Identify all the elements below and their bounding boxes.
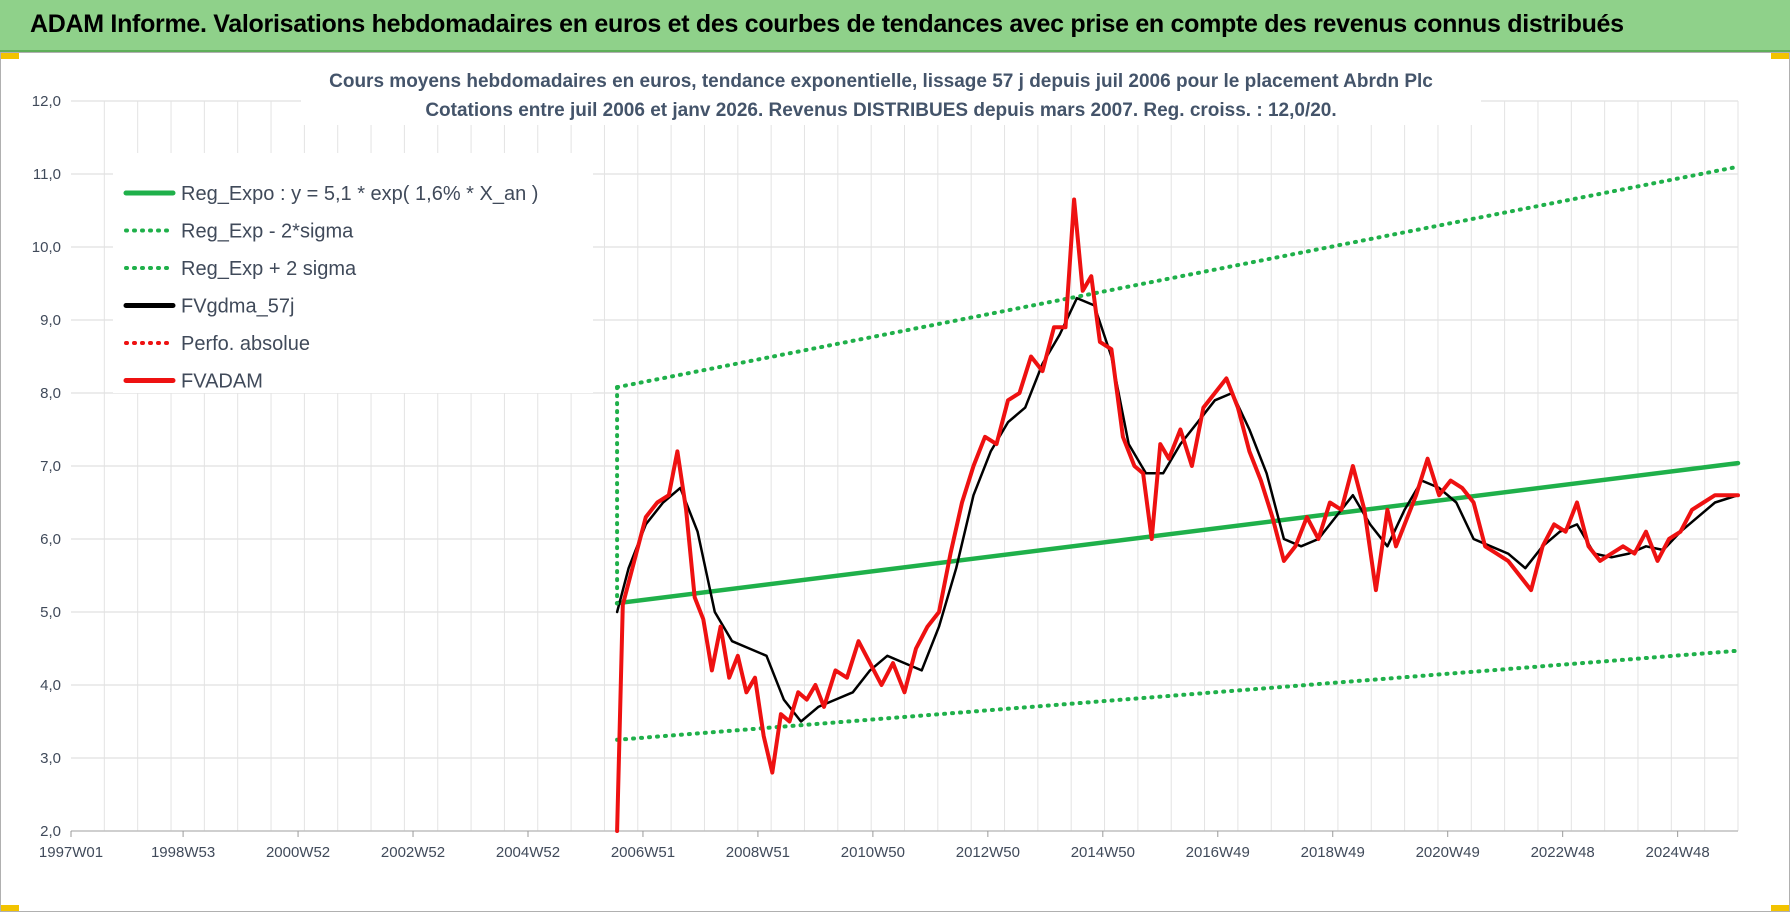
y-tick-label: 5,0 [40,604,61,621]
legend-label: FVADAM [181,371,263,393]
x-tick-label: 2022W48 [1531,844,1595,861]
line-chart: 2,0 3,0 4,0 5,0 6,0 7,0 8,0 9,0 10,0 11,0 12,0 1997… [32,63,1741,861]
corner-marker [1771,53,1789,59]
series-line-1 [615,648,1740,742]
corner-marker [1,53,19,59]
chart-title-line1: Cours moyens hebdomadaires en euros, ten… [329,71,1433,92]
chart-title-line2: Cotations entre juil 2006 et janv 2026. … [425,100,1336,121]
y-tick-label: 8,0 [40,385,61,402]
x-tick-label: 1997W01 [39,844,103,861]
legend-label: FVgdma_57j [181,296,294,318]
x-tick-label: 2020W49 [1416,844,1480,861]
series-line-0 [614,460,1741,606]
corner-marker [1771,905,1789,911]
y-tick-label: 2,0 [40,823,61,840]
x-tick-label: 2004W52 [496,844,560,861]
report-title: ADAM Informe. Valorisations hebdomadaire… [30,10,1624,38]
y-tick-label: 3,0 [40,750,61,767]
x-tick-label: 2010W50 [841,844,905,861]
y-tick-label: 10,0 [32,239,61,256]
series-line-2 [615,164,1740,390]
x-tick-label: 1998W53 [151,844,215,861]
legend-label: Reg_Exp + 2 sigma [181,258,357,280]
x-tick-label: 2014W50 [1071,844,1135,861]
y-tick-label: 6,0 [40,531,61,548]
x-tick-label: 2018W49 [1301,844,1365,861]
series-line-5 [615,197,1740,833]
x-tick-label: 2012W50 [956,844,1020,861]
legend-label: Reg_Expo : y = 5,1 * exp( 1,6% * X_an ) [181,183,538,205]
legend-box [113,153,593,393]
x-tick-label: 2000W52 [266,844,330,861]
y-tick-label: 7,0 [40,458,61,475]
y-tick-label: 4,0 [40,677,61,694]
x-tick-label: 2006W51 [611,844,675,861]
x-tick-label: 2008W51 [726,844,790,861]
x-tick-label: 2024W48 [1646,844,1710,861]
chart-title-box [301,63,1481,125]
y-tick-label: 12,0 [32,93,61,110]
series-line-3 [615,296,1740,723]
x-tick-label: 2016W49 [1186,844,1250,861]
x-tick-label: 2002W52 [381,844,445,861]
corner-marker [1,905,19,911]
report-header: ADAM Informe. Valorisations hebdomadaire… [0,0,1790,52]
legend-label: Perfo. absolue [181,333,310,355]
chart-frame: 2,0 3,0 4,0 5,0 6,0 7,0 8,0 9,0 10,0 11,0 12,0 1997… [0,52,1790,912]
y-tick-label: 9,0 [40,312,61,329]
legend-label: Reg_Exp - 2*sigma [181,221,354,243]
y-tick-label: 11,0 [33,166,61,183]
